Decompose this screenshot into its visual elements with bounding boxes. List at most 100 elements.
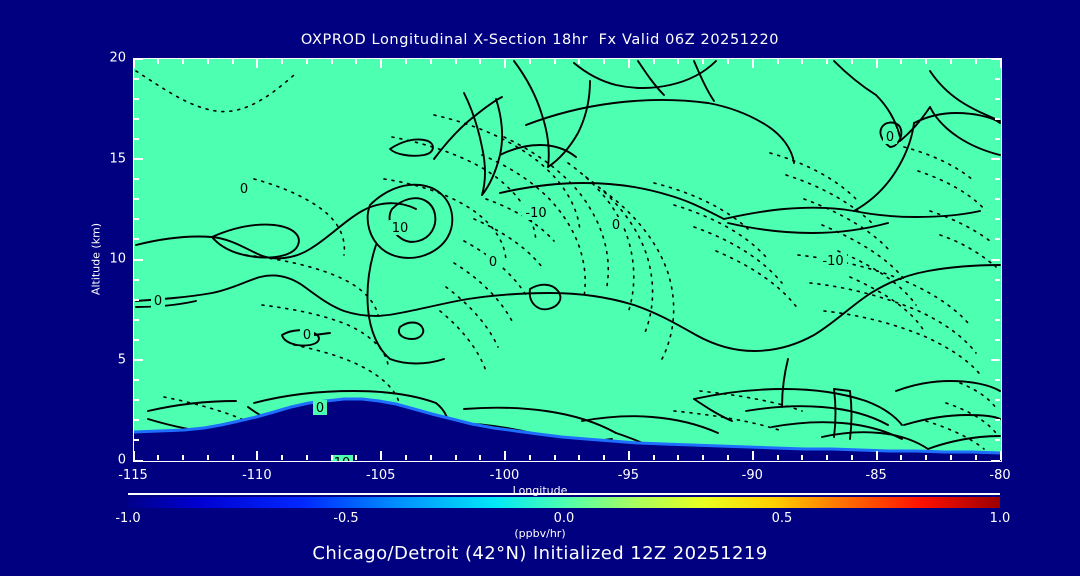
figure-caption: Chicago/Detroit (42°N) Initialized 12Z 2… — [312, 543, 768, 564]
x-tick-label: -80 — [989, 468, 1011, 483]
contour-label: 10 — [331, 455, 353, 461]
x-tick-minor — [677, 455, 680, 460]
x-tick-minor — [801, 59, 804, 64]
colorbar-tick-label: 0.5 — [771, 511, 793, 526]
y-tick-major — [991, 158, 1000, 160]
x-tick-minor — [974, 455, 977, 460]
y-tick-minor — [995, 97, 1000, 100]
y-tick-major — [991, 359, 1000, 361]
contour-label: -10 — [819, 253, 847, 269]
x-tick-major — [627, 451, 630, 460]
x-tick-minor — [454, 59, 457, 64]
y-tick-minor — [134, 238, 139, 241]
y-tick-major — [134, 359, 143, 361]
contour-label: 0 — [313, 400, 327, 416]
y-tick-label: 15 — [109, 151, 126, 166]
contour-field: 0 0 0 0 10 0 -10 0 -10 0 10 10 0 0 — [134, 59, 1001, 461]
x-tick-minor — [900, 59, 903, 64]
terrain-mask — [134, 399, 1001, 461]
x-tick-minor — [603, 455, 606, 460]
y-tick-minor — [134, 298, 139, 301]
x-tick-minor — [949, 455, 952, 460]
colorbar-tick-label: -0.5 — [333, 511, 359, 526]
x-tick-major — [875, 59, 878, 68]
x-tick-minor — [727, 59, 729, 64]
colorbar[interactable] — [128, 497, 1000, 508]
x-tick-minor — [528, 455, 531, 460]
x-tick-minor — [355, 455, 358, 460]
contour-label: 0 — [609, 217, 623, 233]
y-tick-minor — [134, 439, 139, 442]
y-tick-major — [991, 459, 1000, 462]
x-tick-minor — [652, 59, 655, 64]
cross-section-plot[interactable]: 0 0 0 0 10 0 -10 0 -10 0 10 10 0 0 — [133, 58, 1002, 462]
colorbar-unit-label: (ppbv/hr) — [514, 527, 566, 540]
x-tick-minor — [429, 455, 432, 460]
y-tick-major — [134, 258, 143, 261]
x-tick-minor — [925, 455, 928, 460]
x-tick-major — [504, 451, 507, 460]
x-tick-label: -115 — [118, 468, 148, 483]
y-tick-minor — [995, 278, 1000, 281]
y-tick-minor — [995, 238, 1000, 241]
y-tick-minor — [995, 298, 1000, 301]
y-tick-minor — [134, 318, 139, 321]
y-tick-minor — [995, 439, 1000, 442]
x-tick-minor — [231, 455, 234, 460]
x-tick-minor — [281, 455, 284, 460]
x-tick-minor — [404, 59, 407, 64]
y-tick-major — [134, 459, 143, 462]
terrain-edge — [134, 397, 1001, 455]
contour-label: 0 — [237, 181, 251, 197]
svg-text:10: 10 — [392, 221, 409, 236]
x-tick-minor — [900, 455, 903, 460]
y-tick-major — [134, 158, 143, 160]
x-tick-minor — [305, 455, 308, 460]
x-tick-minor — [355, 59, 358, 64]
x-tick-minor — [330, 59, 333, 64]
contour-label-group: 0 0 0 0 10 0 -10 0 -10 0 10 10 0 0 — [151, 129, 897, 461]
x-tick-major — [380, 451, 383, 460]
x-tick-minor — [801, 455, 804, 460]
x-tick-major — [132, 451, 135, 460]
x-tick-major — [751, 451, 754, 460]
y-tick-label: 0 — [117, 452, 126, 468]
negative-contours — [135, 70, 999, 452]
y-tick-minor — [134, 278, 139, 281]
y-tick-major — [991, 57, 1000, 60]
svg-text:10: 10 — [334, 456, 351, 461]
contour-label: 10 — [389, 220, 411, 236]
contour-label: -10 — [522, 205, 550, 221]
y-tick-minor — [995, 338, 1000, 341]
x-tick-minor — [727, 455, 729, 460]
svg-text:0: 0 — [612, 218, 620, 233]
x-tick-minor — [206, 59, 209, 64]
x-tick-label: -95 — [617, 468, 640, 483]
x-tick-label: -100 — [489, 468, 520, 483]
y-tick-minor — [995, 198, 1000, 201]
y-tick-label: 10 — [109, 251, 126, 267]
x-tick-label: -90 — [741, 468, 763, 483]
x-tick-minor — [702, 59, 705, 64]
colorbar-top-rule — [128, 493, 1000, 495]
x-tick-major — [132, 59, 135, 68]
x-tick-minor — [404, 455, 407, 460]
y-tick-label: 5 — [117, 352, 126, 367]
x-tick-minor — [850, 455, 853, 460]
x-tick-minor — [776, 59, 779, 64]
y-tick-minor — [134, 97, 139, 100]
x-tick-label: -85 — [865, 468, 887, 483]
y-tick-minor — [995, 218, 1000, 221]
y-tick-minor — [134, 419, 139, 422]
contour-label: 0 — [486, 254, 500, 270]
y-tick-minor — [134, 77, 139, 80]
x-tick-label: -110 — [242, 468, 272, 483]
y-tick-minor — [134, 218, 139, 221]
contour-label: 0 — [300, 327, 314, 343]
page-title: OXPROD Longitudinal X-Section 18hr Fx Va… — [300, 32, 780, 48]
x-tick-minor — [949, 59, 952, 64]
x-tick-major — [256, 451, 259, 460]
x-tick-minor — [578, 59, 581, 64]
x-tick-major — [999, 451, 1002, 460]
y-tick-minor — [995, 318, 1000, 321]
